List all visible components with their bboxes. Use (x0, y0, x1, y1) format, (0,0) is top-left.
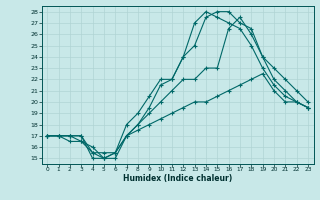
X-axis label: Humidex (Indice chaleur): Humidex (Indice chaleur) (123, 174, 232, 183)
